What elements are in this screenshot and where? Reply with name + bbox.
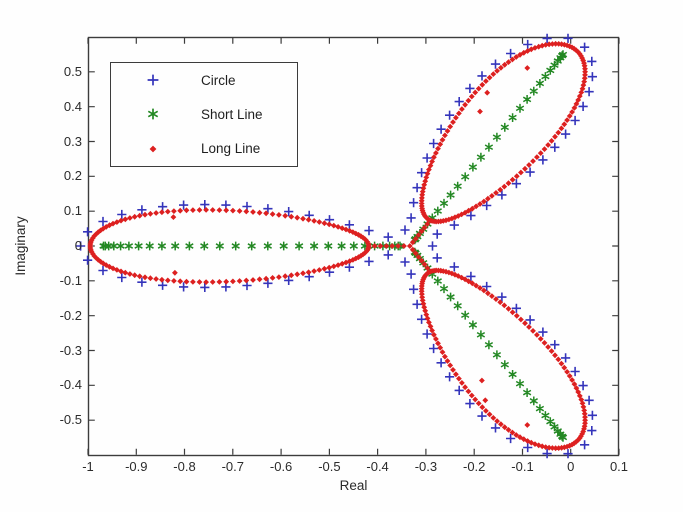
y-tick-label: 0.4 [63, 98, 82, 114]
legend-label-long-line: Long Line [201, 141, 261, 157]
x-tick-label: -0.3 [414, 459, 438, 474]
legend-label-short-line: Short Line [201, 106, 263, 122]
x-tick-label: -0.5 [318, 459, 341, 474]
y-tick-label: -0.1 [59, 272, 82, 288]
legend-row-short-line: Short Line [111, 103, 297, 125]
legend-row-circle: Circle [111, 69, 297, 91]
x-tick-label: -1 [82, 459, 94, 474]
x-tick-label: -0.1 [511, 459, 534, 474]
legend-row-long-line: Long Line [111, 138, 297, 160]
y-tick-label: 0 [74, 238, 82, 253]
legend: Circle Short Line Long Line [110, 62, 298, 167]
x-tick-label: -0.4 [366, 459, 389, 474]
y-tick-label: -0.5 [59, 412, 82, 428]
legend-label-circle: Circle [201, 72, 236, 88]
diamond-marker-icon [145, 141, 161, 157]
y-axis-label: Imaginary [13, 216, 28, 276]
x-tick-label: -0.2 [462, 459, 486, 474]
y-tick-label: 0.1 [63, 203, 82, 219]
x-tick-label: 0.1 [609, 459, 629, 474]
series-circle-points [76, 33, 597, 459]
x-tick-label: -0.6 [269, 459, 293, 474]
y-tick-label: -0.4 [59, 377, 82, 393]
asterisk-marker-icon [145, 106, 161, 122]
x-axis-label: Real [339, 478, 368, 493]
y-tick-label: 0.5 [63, 63, 82, 79]
plus-marker-icon [145, 72, 161, 88]
x-tick-label: -0.9 [125, 459, 148, 474]
axis-ticks [87, 37, 620, 455]
x-tick-label: -0.7 [221, 459, 244, 474]
x-tick-label: 0 [567, 459, 575, 474]
y-tick-label: -0.3 [59, 342, 82, 358]
y-tick-label: -0.2 [59, 307, 82, 323]
y-tick-label: 0.2 [63, 168, 82, 184]
x-tick-label: -0.8 [173, 459, 196, 474]
y-tick-label: 0.3 [63, 133, 82, 149]
